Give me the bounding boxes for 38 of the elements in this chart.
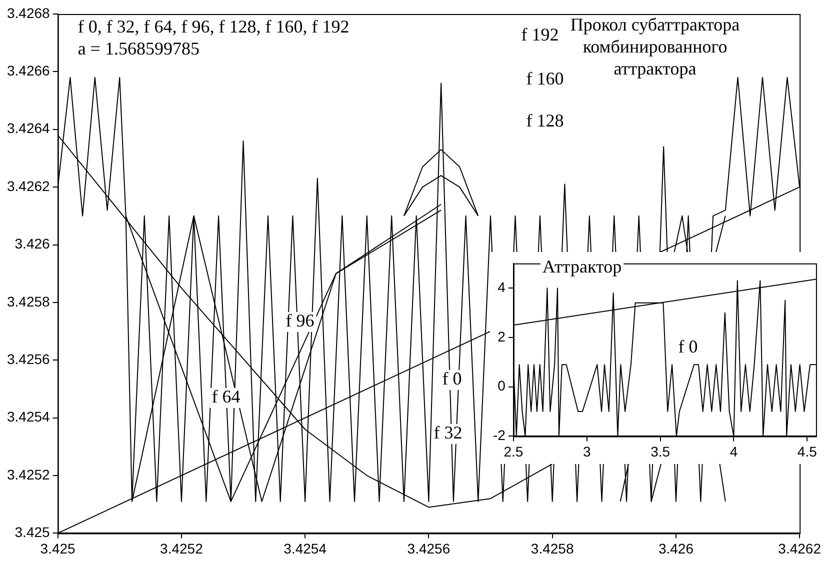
- annotation: f 64: [212, 386, 240, 407]
- x-tick-label: 3.4258: [530, 540, 574, 556]
- y-tick-label: 3.4252: [6, 466, 50, 482]
- y-tick-label: 3.425: [14, 524, 50, 540]
- y-tick-label: 3.426: [14, 236, 50, 252]
- y-tick-label: -2: [492, 427, 506, 444]
- y-tick-label: 3.4266: [6, 62, 50, 79]
- x-tick-label: 3.5: [650, 443, 670, 460]
- x-tick-label: 3.4254: [284, 540, 327, 556]
- x-tick-label: 3.4256: [407, 540, 450, 556]
- y-tick-label: 3.4264: [6, 120, 50, 136]
- y-tick-label: 4: [498, 278, 506, 295]
- annotation: f 128: [526, 110, 564, 131]
- x-tick-label: 3.4262: [778, 540, 822, 556]
- x-tick-label: 3: [582, 443, 591, 460]
- annotation: f 0: [678, 336, 698, 357]
- annotation: f 0: [442, 368, 462, 389]
- annotation: Прокол субаттрактора комбинированного аттрактора: [570, 14, 740, 79]
- annotation: Аттрактор: [542, 256, 622, 277]
- x-tick-label: 4.5: [797, 443, 818, 460]
- y-tick-label: 2: [498, 328, 506, 344]
- annotation: f 32: [434, 422, 462, 443]
- x-tick-label: 3.426: [658, 540, 694, 556]
- y-tick-label: 3.4268: [6, 4, 50, 21]
- y-tick-label: 3.4258: [6, 293, 50, 310]
- y-tick-label: 3.4256: [6, 350, 50, 367]
- annotation: f 96: [286, 310, 314, 331]
- x-tick-label: 2.5: [504, 443, 524, 460]
- x-tick-label: 4: [730, 443, 738, 460]
- y-tick-label: 3.4254: [6, 408, 50, 425]
- y-tick-label: 0: [498, 378, 506, 394]
- x-tick-label: 3.425: [40, 540, 76, 556]
- annotation: f 192: [521, 24, 559, 45]
- chart-title: f 0, f 32, f 64, f 96, f 128, f 160, f 192: [78, 16, 350, 37]
- text: a = 1.568599785: [78, 38, 200, 59]
- annotation: f 160: [526, 68, 564, 89]
- x-tick-label: 3.4252: [160, 540, 204, 556]
- y-tick-label: 3.4262: [6, 178, 50, 194]
